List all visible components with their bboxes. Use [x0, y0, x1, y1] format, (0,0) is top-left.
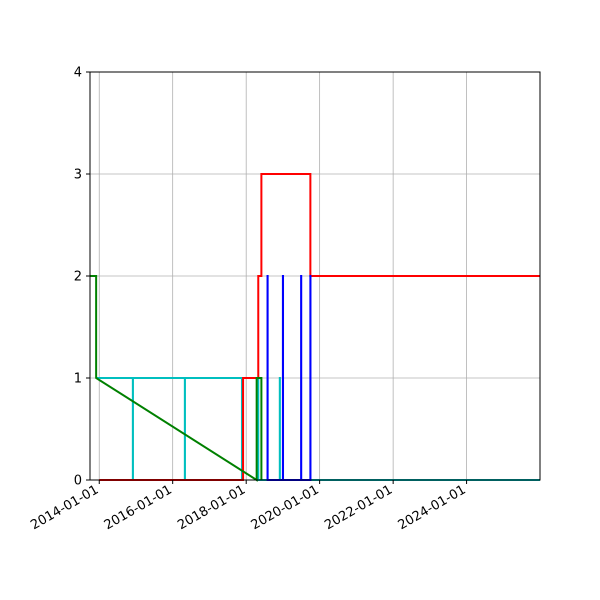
- y-axis: 0 1 2 3 4: [74, 66, 90, 489]
- series-line-0: [96, 377, 540, 481]
- y-tick-label: 3: [74, 168, 82, 183]
- series-line-1: [99, 173, 540, 481]
- y-tick-label: 2: [74, 270, 82, 285]
- y-tick-label: 1: [74, 372, 82, 387]
- y-tick-label: 4: [74, 66, 82, 81]
- y-tick-label: 0: [74, 474, 82, 489]
